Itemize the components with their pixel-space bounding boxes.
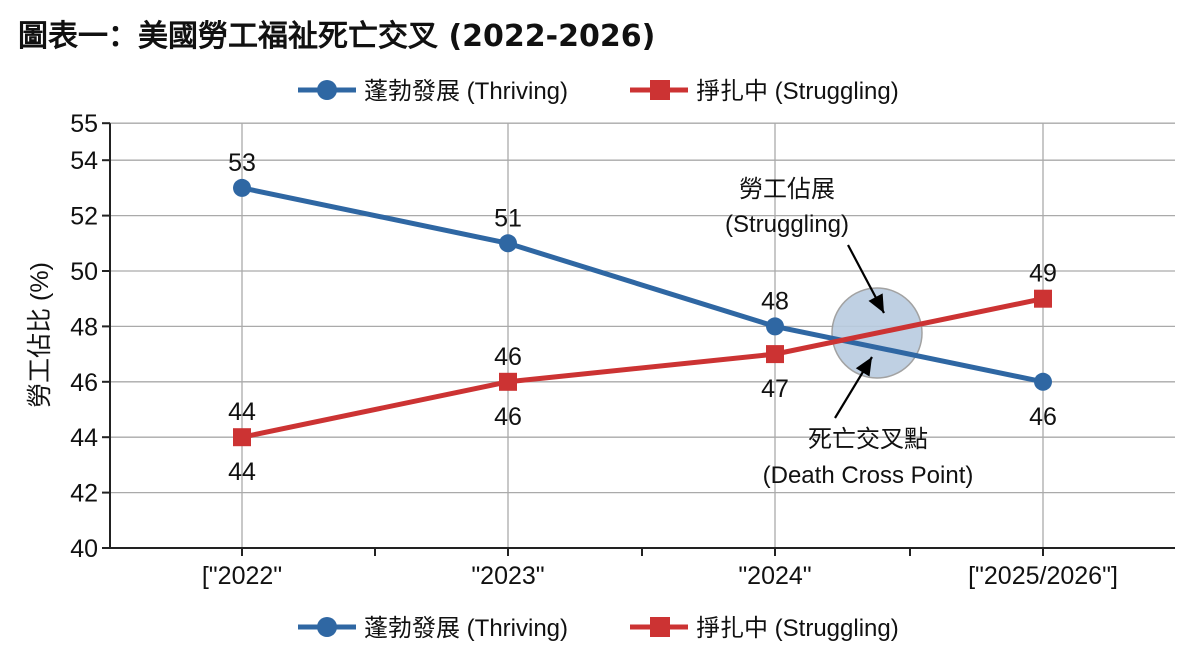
y-tick-label: 50	[70, 258, 98, 286]
data-label: 53	[228, 149, 256, 177]
data-label: 51	[494, 204, 522, 232]
legend-circle-icon	[317, 617, 337, 637]
data-labels: 53 51 48 46 44 44 46 46 47 49	[228, 149, 1057, 486]
y-tick-label: 42	[70, 480, 98, 508]
struggling-marker	[499, 372, 517, 391]
struggling-marker	[1034, 289, 1052, 308]
legend-label: 蓬勃發展 (Thriving)	[364, 615, 568, 642]
annotation-lower-line2: (Death Cross Point)	[763, 462, 974, 489]
legend-square-icon	[650, 617, 670, 637]
annotation-upper-line2: (Struggling)	[725, 211, 849, 238]
thriving-marker	[233, 178, 251, 197]
y-tick-label: 44	[70, 424, 98, 452]
thriving-marker	[766, 317, 784, 336]
chart-title: 圖表一：美國勞工福祉死亡交叉 (2022-2026)	[18, 19, 655, 54]
axes: 40 42 44 46 48 50 52 54 55 ["2022" "2023" "2024" ["2…	[70, 110, 1175, 590]
annotations: 勞工佔展 (Struggling) 死亡交叉點 (Death Cross Poi…	[725, 176, 973, 489]
data-label: 44	[228, 458, 256, 486]
legend-circle-icon	[317, 80, 337, 100]
series-line-thriving	[241, 185, 1044, 385]
y-tick-label: 40	[70, 535, 98, 563]
legend-bottom: 蓬勃發展 (Thriving) 掙扎中 (Struggling)	[298, 615, 899, 642]
x-tick-label: ["2022"	[202, 562, 282, 590]
data-label: 46	[494, 343, 522, 371]
thriving-marker	[499, 234, 517, 253]
data-label: 44	[228, 398, 256, 426]
struggling-marker	[233, 428, 251, 447]
annotation-arrow-head	[855, 357, 872, 377]
series-line-struggling	[241, 296, 1044, 440]
legend-label: 掙扎中 (Struggling)	[696, 615, 899, 642]
data-label: 46	[494, 403, 522, 431]
data-label: 48	[761, 287, 789, 315]
legend-top: 蓬勃發展 (Thriving) 掙扎中 (Struggling)	[298, 78, 899, 105]
data-label: 46	[1029, 403, 1057, 431]
annotation-lower-line1: 死亡交叉點	[808, 426, 928, 453]
legend-label: 掙扎中 (Struggling)	[696, 78, 899, 105]
annotation-upper-line1: 勞工佔展	[739, 176, 835, 203]
y-axis-label: 勞工佔比 (%)	[26, 262, 54, 408]
x-tick-label: "2024"	[738, 562, 811, 590]
data-label: 47	[761, 375, 789, 403]
y-tick-label: 54	[70, 147, 98, 175]
struggling-marker	[766, 345, 784, 364]
thriving-marker	[1034, 372, 1052, 391]
annotation-arrow-head	[868, 293, 884, 313]
legend-square-icon	[650, 80, 670, 100]
series-group	[233, 178, 1052, 447]
y-tick-label: 48	[70, 313, 98, 341]
x-tick-label: "2023"	[471, 562, 544, 590]
data-label: 49	[1029, 260, 1057, 288]
x-tick-label: ["2025/2026"]	[968, 562, 1118, 590]
y-tick-label: 46	[70, 369, 98, 397]
gridlines	[110, 122, 1175, 548]
y-tick-label: 55	[70, 110, 98, 138]
y-tick-label: 52	[70, 203, 98, 231]
legend-label: 蓬勃發展 (Thriving)	[364, 78, 568, 105]
